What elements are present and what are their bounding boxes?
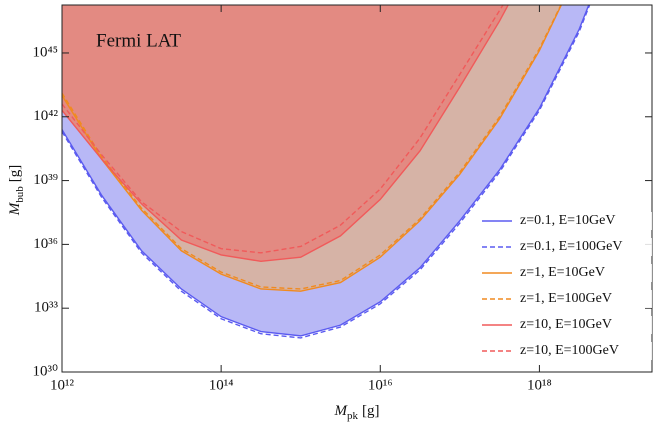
x-label-unit: [g]	[362, 403, 380, 419]
legend-bg	[480, 212, 652, 230]
legend-bg	[480, 238, 652, 256]
x-tick-label: 10¹⁶	[368, 377, 393, 393]
legend-bg	[480, 290, 652, 308]
legend-label: z=1, E=100GeV	[520, 291, 612, 306]
legend-bg	[480, 342, 652, 360]
series-line	[62, 5, 591, 339]
x-tick-label: 10¹²	[50, 377, 74, 393]
x-label-symbol: M	[334, 403, 349, 419]
y-tick-label: 10⁴⁵	[33, 44, 58, 60]
y-tick-label: 10³⁶	[33, 236, 58, 252]
y-label-symbol: M	[7, 201, 23, 216]
x-axis-label: Mpk [g]	[334, 403, 380, 421]
y-tick-label: 10³⁰	[32, 363, 58, 379]
legend-bg	[480, 264, 652, 282]
annotation: Fermi LAT	[96, 30, 181, 51]
series-line	[62, 5, 504, 254]
legend-label: z=0.1, E=10GeV	[520, 213, 616, 228]
y-label-sub: bub	[14, 186, 26, 203]
y-label-unit: [g]	[7, 165, 23, 183]
plot-area	[62, 5, 591, 339]
series-line	[62, 5, 509, 263]
legend-label: z=0.1, E=100GeV	[520, 239, 623, 254]
series-line	[62, 5, 563, 292]
legend-label: z=1, E=10GeV	[520, 265, 605, 280]
legend-bg	[480, 316, 652, 334]
x-tick-label: 10¹⁸	[527, 377, 552, 393]
x-label-sub: pk	[347, 410, 359, 422]
series-line	[62, 5, 562, 290]
legend-label: z=10, E=10GeV	[520, 317, 612, 332]
x-tick-label: 10¹⁴	[209, 377, 234, 393]
series-line	[62, 5, 590, 337]
y-axis-label: Mbub [g]	[7, 165, 25, 217]
y-tick-label: 10³⁹	[33, 172, 58, 188]
legend-label: z=10, E=100GeV	[520, 343, 619, 358]
region-fill	[62, 5, 509, 262]
frame	[61, 4, 653, 373]
y-tick-label: 10⁴²	[33, 108, 58, 124]
y-tick-label: 10³³	[34, 300, 58, 316]
